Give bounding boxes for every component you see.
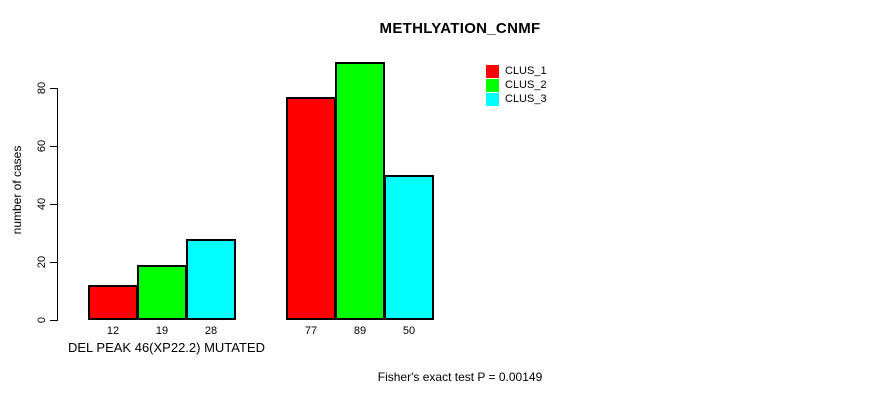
bar-value-label: 89 xyxy=(353,325,367,337)
y-tick xyxy=(50,204,57,205)
y-tick xyxy=(50,88,57,89)
y-tick xyxy=(50,146,57,147)
legend-item-clus1: CLUS_1 xyxy=(486,64,547,78)
x-axis-label: DEL PEAK 46(XP22.2) MUTATED xyxy=(68,340,265,355)
bar-value-label: 19 xyxy=(155,325,169,337)
legend-label-clus2: CLUS_2 xyxy=(505,79,547,91)
y-axis-label: number of cases xyxy=(10,145,24,235)
legend-item-clus3: CLUS_3 xyxy=(486,92,547,106)
legend-item-clus2: CLUS_2 xyxy=(486,78,547,92)
y-tick xyxy=(50,262,57,263)
legend-swatch-clus2 xyxy=(486,78,499,92)
legend-label-clus3: CLUS_3 xyxy=(505,93,547,105)
y-tick xyxy=(50,320,57,321)
chart-title: METHLYATION_CNMF xyxy=(379,20,541,37)
footer-stat-text: Fisher's exact test P = 0.00149 xyxy=(377,370,543,384)
bar-clus_3-group2 xyxy=(384,175,434,320)
legend: CLUS_1 CLUS_2 CLUS_3 xyxy=(486,64,547,106)
y-tick-label: 20 xyxy=(36,255,48,269)
bar-clus_1-group2 xyxy=(286,97,336,320)
bar-clus_2-group1 xyxy=(137,265,187,320)
bar-value-label: 77 xyxy=(304,325,318,337)
bar-clus_1-group1 xyxy=(88,285,138,320)
y-tick-label: 80 xyxy=(36,81,48,95)
bar-clus_3-group1 xyxy=(186,239,236,320)
bar-value-label: 28 xyxy=(204,325,218,337)
legend-swatch-clus1 xyxy=(486,64,499,78)
bar-value-label: 50 xyxy=(402,325,416,337)
y-tick-label: 40 xyxy=(36,197,48,211)
y-tick-label: 0 xyxy=(36,316,48,324)
legend-label-clus1: CLUS_1 xyxy=(505,65,547,77)
y-tick-label: 60 xyxy=(36,139,48,153)
legend-swatch-clus3 xyxy=(486,92,499,106)
bar-clus_2-group2 xyxy=(335,62,385,320)
bar-value-label: 12 xyxy=(106,325,120,337)
y-axis-line xyxy=(57,88,58,321)
